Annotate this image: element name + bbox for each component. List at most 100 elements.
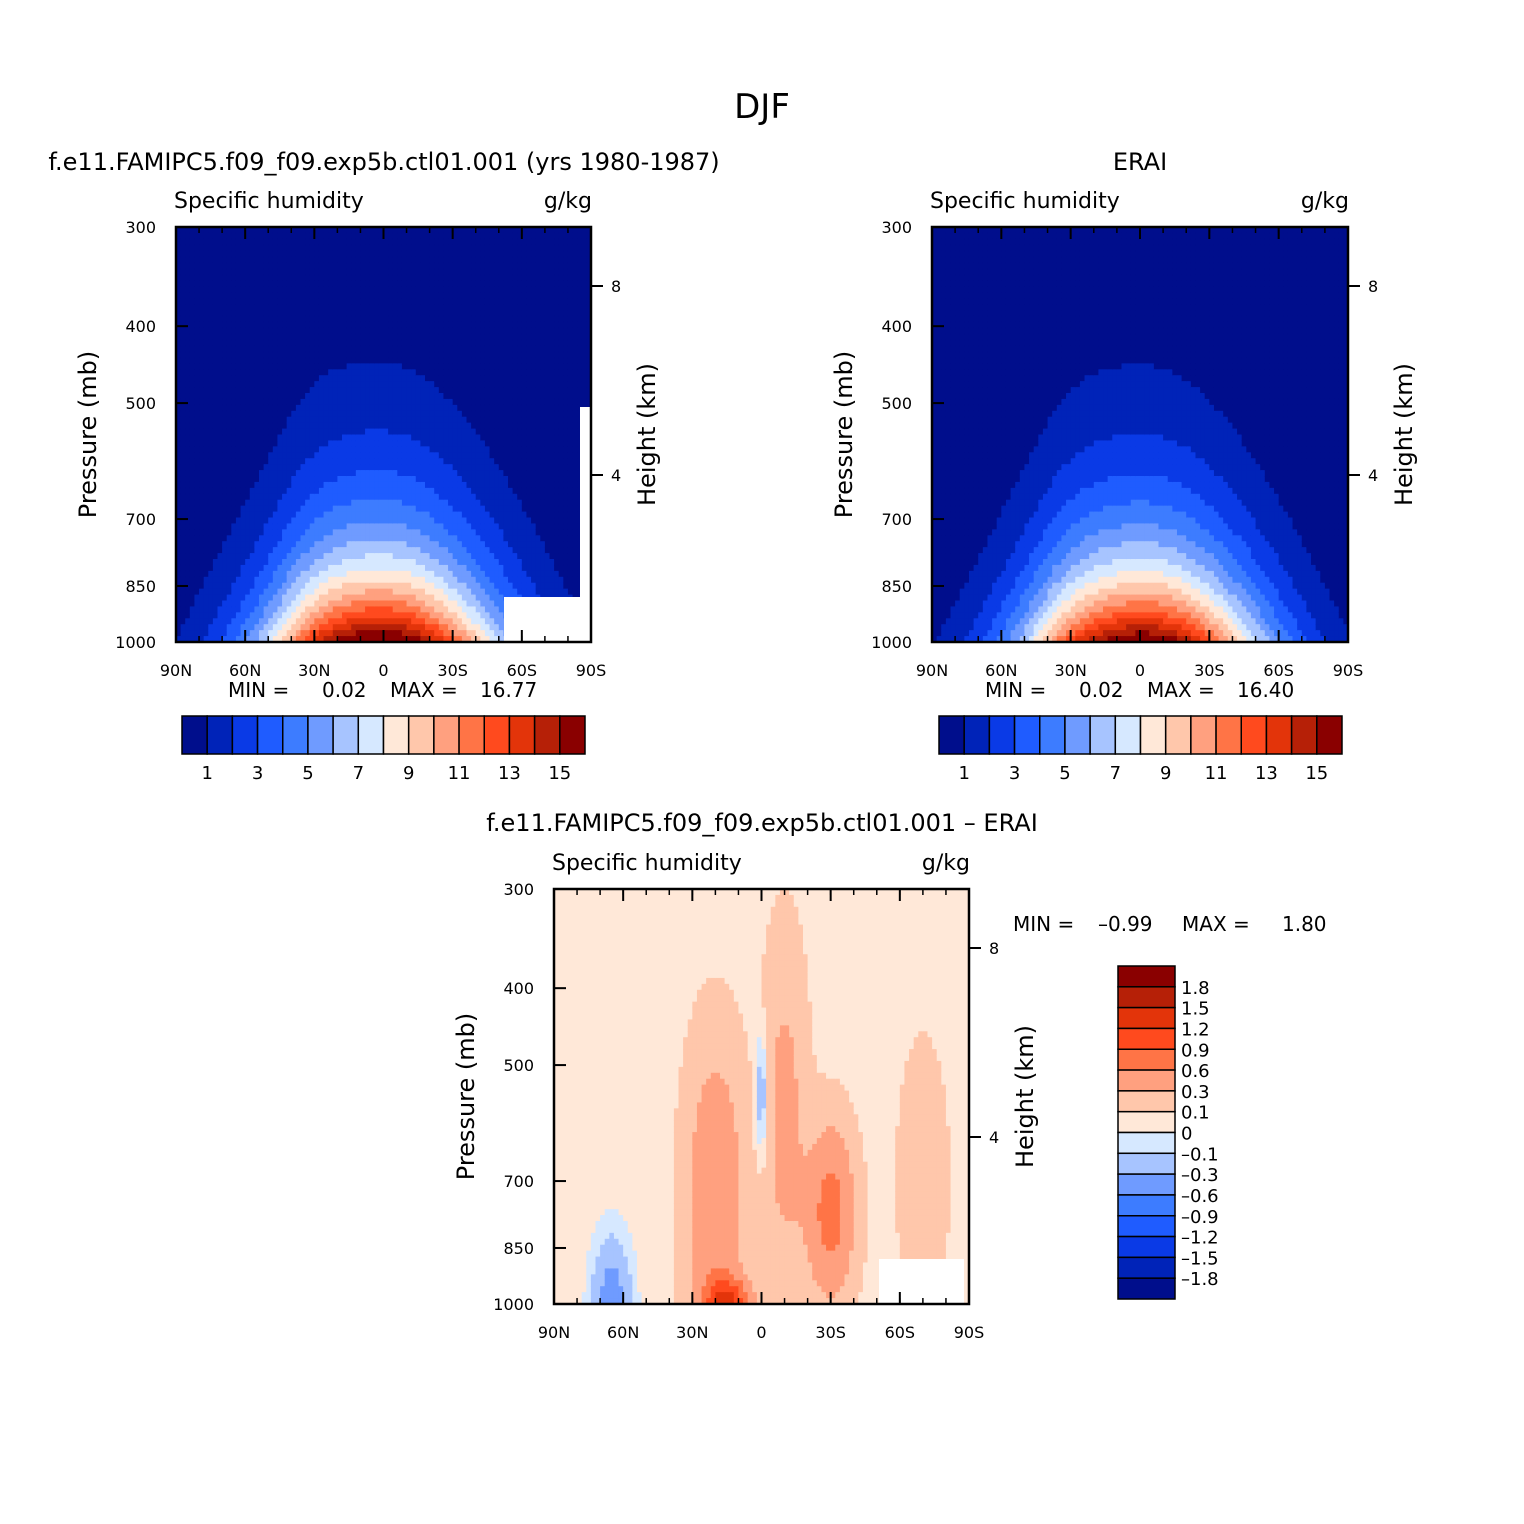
contour-cell (318, 262, 325, 270)
contour-cell (355, 564, 362, 572)
contour-cell (309, 404, 315, 412)
contour-cell (397, 393, 403, 400)
contour-cell (259, 547, 265, 554)
contour-cell (457, 618, 463, 625)
contour-cell (231, 535, 237, 542)
contour-cell (328, 493, 334, 501)
contour-cell (208, 375, 214, 382)
contour-cell (309, 553, 315, 560)
contour-cell (176, 327, 182, 335)
contour-cell (392, 570, 398, 578)
contour-cell (466, 393, 472, 400)
contour-cell (254, 458, 260, 465)
contour-cell (429, 446, 435, 453)
contour-cell (208, 523, 214, 530)
contour-cell (475, 481, 481, 489)
contour-cell (374, 464, 380, 471)
contour-cell (452, 499, 458, 507)
contour-cell (503, 244, 509, 252)
contour-cell (249, 470, 255, 477)
contour-cell (466, 381, 472, 388)
contour-cell (314, 393, 320, 400)
contour-cell (282, 594, 288, 602)
contour-cell (185, 274, 191, 281)
contour-cell (268, 428, 274, 436)
contour-cell (259, 387, 265, 394)
contour-cell (346, 292, 352, 299)
contour-cell (415, 434, 421, 442)
contour-cell (337, 529, 343, 536)
contour-cell (374, 292, 380, 299)
contour-cell (434, 381, 440, 388)
contour-cell (282, 505, 288, 513)
contour-cell (425, 576, 431, 584)
contour-cell (494, 410, 500, 418)
contour-cell (328, 529, 334, 536)
contour-cell (282, 636, 288, 642)
contour-cell (461, 529, 468, 536)
contour-cell (277, 446, 283, 453)
contour-cell (314, 535, 320, 542)
contour-cell (360, 529, 366, 536)
contour-cell (194, 612, 200, 619)
contour-cell (222, 588, 228, 596)
contour-cell (503, 286, 509, 293)
contour-cell (342, 470, 348, 477)
contour-cell (212, 481, 219, 489)
contour-cell (226, 523, 232, 530)
contour-cell (351, 606, 357, 613)
contour-cell (369, 321, 375, 329)
contour-cell (286, 547, 292, 554)
variable-label: Specific humidity (174, 189, 364, 214)
contour-cell (374, 315, 380, 323)
contour-cell (217, 357, 223, 364)
contour-cell (286, 523, 292, 530)
contour-cell (217, 618, 223, 625)
contour-cell (388, 624, 394, 631)
contour-cell (461, 582, 468, 590)
contour-cell (378, 375, 385, 382)
contour-cell (411, 292, 417, 299)
contour-cell (443, 505, 449, 513)
contour-cell (388, 357, 394, 364)
contour-cell (425, 410, 431, 418)
contour-cell (226, 310, 232, 317)
contour-cell (295, 327, 302, 335)
contour-cell (240, 588, 246, 596)
contour-cell (411, 559, 417, 566)
contour-cell (484, 570, 491, 578)
contour-cell (208, 310, 214, 317)
contour-cell (226, 511, 232, 519)
contour-cell (494, 321, 500, 329)
contour-cell (314, 315, 320, 323)
contour-cell (342, 446, 348, 453)
contour-cell (369, 298, 375, 305)
contour-cell (494, 333, 500, 341)
contour-cell (411, 458, 417, 465)
contour-cell (323, 529, 329, 536)
contour-cell (392, 505, 398, 513)
contour-cell (185, 416, 191, 424)
contour-cell (388, 452, 394, 459)
contour-cell (498, 398, 504, 406)
contour-cell (240, 446, 246, 453)
contour-cell (222, 428, 228, 436)
contour-cell (217, 553, 223, 560)
contour-cell (291, 624, 297, 631)
contour-cell (471, 612, 477, 619)
contour-cell (314, 458, 320, 465)
contour-cell (355, 262, 362, 270)
contour-cell (272, 369, 279, 376)
contour-cell (254, 262, 260, 270)
contour-cell (374, 387, 380, 394)
contour-cell (180, 576, 186, 584)
contour-cell (282, 369, 288, 376)
contour-cell (383, 612, 389, 619)
contour-cell (254, 564, 260, 572)
contour-cell (245, 387, 251, 394)
contour-cell (226, 398, 232, 406)
contour-cell (332, 280, 338, 287)
contour-cell (272, 523, 279, 530)
contour-cell (259, 529, 265, 536)
contour-cell (355, 576, 362, 584)
